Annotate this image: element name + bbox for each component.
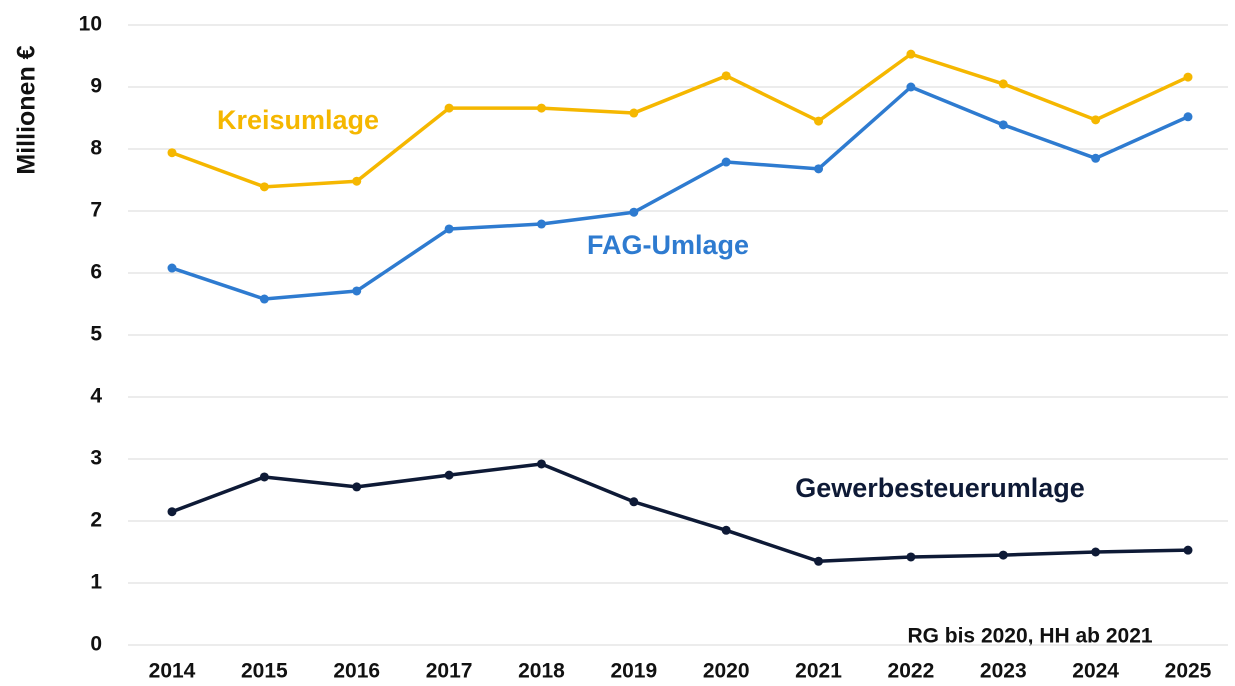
data-point [444,470,454,480]
data-point [536,103,546,113]
annotation: RG bis 2020, HH ab 2021 [907,625,1152,648]
series-label: FAG-Umlage [587,230,749,260]
x-tick-label: 2014 [149,660,196,683]
y-tick-label: 7 [90,199,102,222]
data-point [998,550,1008,560]
data-point [721,525,731,535]
data-point [906,552,916,562]
data-point [1183,112,1193,122]
data-point [444,224,454,234]
x-tick-label: 2015 [241,660,288,683]
x-tick-label: 2022 [888,660,935,683]
x-tick-label: 2016 [333,660,380,683]
x-tick-label: 2021 [795,660,842,683]
data-point [814,116,824,126]
x-tick-label: 2019 [610,660,657,683]
y-tick-label: 1 [90,571,102,594]
data-point [721,71,731,81]
data-point [906,82,916,92]
x-tick-label: 2018 [518,660,565,683]
data-point [536,459,546,469]
data-point [1183,72,1193,82]
data-point [536,219,546,229]
data-point [721,157,731,167]
data-point [167,148,177,158]
y-axis-label: Millionen € [13,45,41,174]
data-point [998,120,1008,130]
y-tick-label: 6 [90,261,102,284]
series-line [171,462,1189,564]
data-point [352,482,362,492]
data-point [167,507,177,517]
data-point [1091,153,1101,163]
data-point [167,263,177,273]
data-point [998,79,1008,89]
data-point [1091,547,1101,557]
data-point [352,286,362,296]
data-point [906,49,916,59]
data-point [444,103,454,113]
data-point [814,164,824,174]
data-point [629,207,639,217]
y-tick-label: 4 [90,385,102,408]
x-tick-label: 2025 [1165,660,1212,683]
data-point [629,108,639,118]
series-label: Gewerbesteuerumlage [795,473,1085,503]
y-tick-label: 8 [90,137,102,160]
y-tick-label: 9 [90,75,102,98]
y-tick-label: 2 [90,509,102,532]
data-point [814,556,824,566]
series-line [171,85,1189,301]
x-tick-label: 2020 [703,660,750,683]
data-point [629,497,639,507]
data-point [259,472,269,482]
y-tick-label: 3 [90,447,102,470]
x-tick-label: 2024 [1072,660,1119,683]
series-label: Kreisumlage [217,105,379,135]
series-line [171,52,1189,189]
data-point [352,176,362,186]
y-tick-label: 10 [79,13,102,36]
data-point [1183,545,1193,555]
data-point [259,182,269,192]
x-tick-label: 2023 [980,660,1027,683]
x-tick-label: 2017 [426,660,473,683]
data-point [1091,115,1101,125]
data-point [259,294,269,304]
y-tick-label: 0 [90,633,102,656]
y-tick-label: 5 [90,323,102,346]
